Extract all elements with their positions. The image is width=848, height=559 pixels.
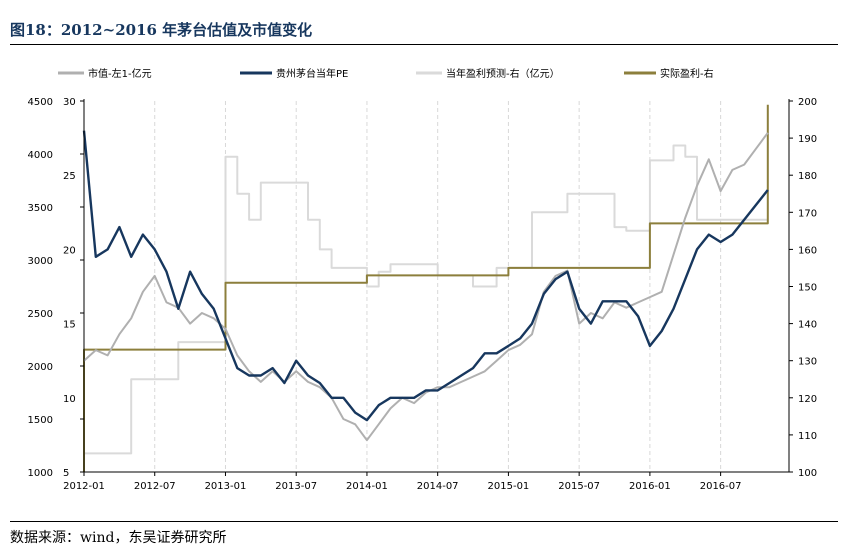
right-tick-label: 150 [798,283,817,294]
legend: 市值-左1-亿元 贵州茅台当年PE 当年盈利预测-右（亿元） 实际盈利-右 [58,67,714,80]
legend-item: 当年盈利预测-右（亿元） [416,67,560,80]
right-tick-label: 120 [798,394,817,405]
legend-label: 实际盈利-右 [660,67,714,80]
grid [154,101,722,472]
right-tick-label: 100 [798,468,817,479]
x-tick-label: 2014-07 [417,481,459,492]
series-line [82,130,769,422]
x-tick-label: 2015-07 [558,481,600,492]
legend-item: 实际盈利-右 [624,67,714,80]
right-tick-label: 130 [798,357,817,368]
left-tick-label: 2000 [28,362,53,373]
x-tick-label: 2012-07 [134,481,176,492]
left2-tick-label: 10 [63,394,76,405]
chart: 2012-01 2012-07 2013-01 2013-07 2014-01 2014-… [28,67,818,492]
x-tick-label: 2013-01 [205,481,247,492]
legend-label: 当年盈利预测-右（亿元） [446,67,560,80]
series-line [83,132,769,442]
top-rule [10,44,838,45]
series-line [83,104,769,472]
right-tick-label: 110 [798,431,817,442]
left-tick-label: 3000 [28,256,53,267]
right-tick-label: 160 [798,245,817,256]
left-tick-label: 1500 [28,415,53,426]
left2-tick-label: 15 [63,320,76,331]
legend-label: 市值-左1-亿元 [88,67,152,80]
bottom-rule [10,521,838,522]
x-tick-label: 2015-01 [488,481,530,492]
axes: 2012-01 2012-07 2013-01 2013-07 2014-01 2014-… [28,97,818,492]
legend-label: 贵州茅台当年PE [276,67,348,80]
left-tick-label: 1000 [28,468,53,479]
left2-tick-label: 5 [63,468,69,479]
x-tick-label: 2014-01 [346,481,388,492]
series-line [84,144,768,455]
left-tick-label: 2500 [28,309,53,320]
right-tick-label: 140 [798,320,817,331]
right-tick-label: 200 [798,97,817,108]
x-tick-label: 2013-07 [275,481,317,492]
left-tick-label: 4000 [28,150,53,161]
figure-source: 数据来源：wind，东吴证券研究所 [10,530,227,546]
left2-tick-label: 20 [63,245,76,256]
figure-title: 图18：2012~2016 年茅台估值及市值变化 [10,21,313,39]
left2-tick-label: 30 [63,97,76,108]
x-tick-label: 2016-01 [629,481,671,492]
left2-tick-label: 25 [63,171,76,182]
right-tick-label: 170 [798,208,817,219]
x-tick-label: 2012-01 [63,481,105,492]
right-tick-label: 180 [798,171,817,182]
legend-item: 贵州茅台当年PE [240,67,348,80]
right-tick-label: 190 [798,134,817,145]
left-tick-label: 3500 [28,203,53,214]
series-layer [82,104,769,472]
legend-item: 市值-左1-亿元 [58,67,152,80]
left-tick-label: 4500 [28,97,53,108]
x-tick-label: 2016-07 [700,481,742,492]
